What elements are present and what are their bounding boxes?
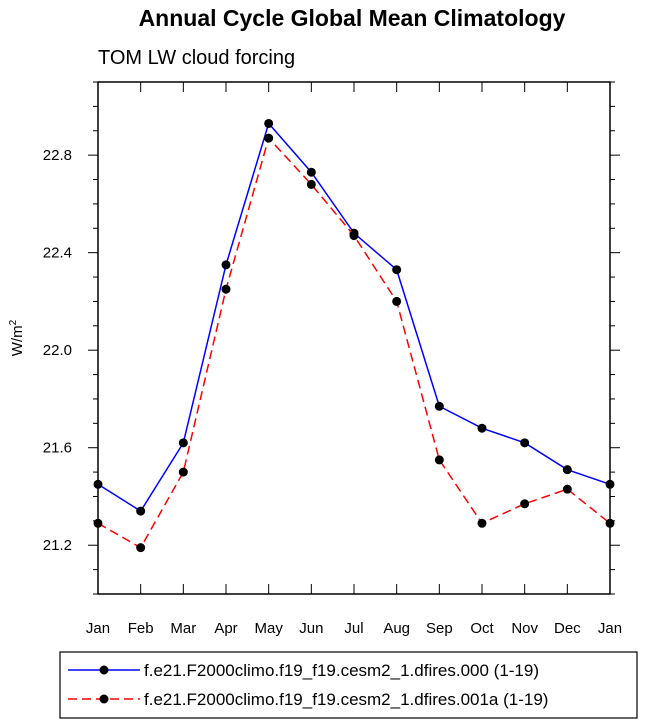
legend-marker-1: [99, 694, 109, 704]
data-point: [392, 265, 402, 275]
y-axis-label-superscript: 2: [8, 319, 19, 325]
x-tick-label: May: [254, 620, 283, 637]
legend-marker-0: [99, 665, 109, 675]
x-tick-label: Jan: [86, 620, 110, 637]
x-tick-label: Feb: [128, 620, 154, 637]
data-point: [520, 499, 530, 509]
x-tick-label: Jan: [598, 620, 622, 637]
y-tick-label: 22.8: [43, 147, 72, 164]
data-point: [562, 465, 572, 475]
series-line-1: [97, 136, 611, 549]
data-point: [520, 438, 530, 448]
y-tick-label: 21.6: [43, 440, 72, 457]
x-tick-label: Nov: [511, 620, 538, 637]
data-point: [264, 133, 274, 143]
data-point: [434, 401, 444, 411]
legend: f.e21.F2000climo.f19_f19.cesm2_1.dfires.…: [59, 651, 638, 719]
x-tick-label: Mar: [170, 620, 196, 637]
data-point: [477, 423, 487, 433]
x-tick-label: Aug: [383, 620, 410, 637]
data-point: [136, 506, 146, 516]
legend-items: f.e21.F2000climo.f19_f19.cesm2_1.dfires.…: [68, 661, 548, 709]
data-point: [349, 231, 359, 241]
data-point: [136, 543, 146, 553]
y-axis-label-unit: W/m: [9, 325, 26, 356]
data-point: [306, 167, 316, 177]
legend-box: [59, 651, 638, 719]
y-tick-label: 21.2: [43, 537, 72, 554]
data-point: [178, 467, 188, 477]
series-line-0: [97, 121, 611, 513]
legend-label-1: f.e21.F2000climo.f19_f19.cesm2_1.dfires.…: [144, 690, 548, 709]
series-layer: [93, 118, 615, 553]
legend-label-0: f.e21.F2000climo.f19_f19.cesm2_1.dfires.…: [144, 661, 539, 680]
data-point: [434, 455, 444, 465]
data-point: [306, 179, 316, 189]
data-point: [221, 260, 231, 270]
chart-subtitle: TOM LW cloud forcing: [98, 47, 295, 69]
chart-title: Annual Cycle Global Mean Climatology: [139, 5, 566, 31]
plot-frame: [97, 81, 611, 595]
data-point: [178, 438, 188, 448]
x-tick-label: Sep: [426, 620, 453, 637]
data-point: [562, 484, 572, 494]
y-tick-label: 22.0: [43, 342, 72, 359]
data-point: [264, 118, 274, 128]
x-tick-label: Oct: [470, 620, 494, 637]
x-tick-label: Jul: [344, 620, 363, 637]
x-tick-label: Jun: [299, 620, 323, 637]
x-tick-label: Apr: [214, 620, 237, 637]
y-tick-label: 22.4: [43, 245, 72, 262]
data-point: [392, 296, 402, 306]
data-point: [221, 284, 231, 294]
axes: Jan Feb Mar Apr May Jun Jul Aug Sep Oct Nov Dec Jan 2…: [43, 81, 622, 637]
x-tick-label: Dec: [554, 620, 581, 637]
data-point: [477, 518, 487, 528]
y-axis-label: W/m2: [8, 319, 26, 356]
